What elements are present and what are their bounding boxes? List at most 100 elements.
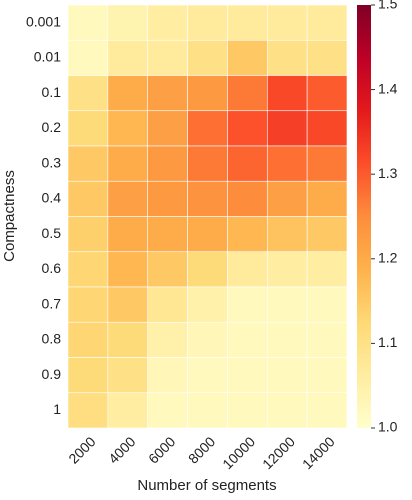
heatmap-cell bbox=[67, 321, 109, 358]
heatmap-cell bbox=[107, 75, 149, 112]
colorbar-tick-label: 1.5 bbox=[378, 0, 398, 12]
heatmap-cell bbox=[306, 39, 348, 76]
heatmap-cell bbox=[147, 321, 188, 358]
y-tick-label: 0.6 bbox=[42, 260, 62, 276]
heatmap-cell bbox=[67, 251, 109, 288]
heatmap-cell bbox=[187, 357, 228, 394]
heatmap-cell bbox=[187, 321, 228, 358]
heatmap-cell bbox=[227, 216, 268, 253]
heatmap-cell bbox=[187, 4, 228, 41]
heatmap-cell bbox=[227, 39, 268, 76]
colorbar-tick-label: 1.2 bbox=[378, 250, 398, 266]
y-axis-title: Compactness bbox=[1, 170, 18, 262]
heatmap-cell bbox=[107, 251, 149, 288]
x-tick-label: 8000 bbox=[185, 433, 218, 466]
colorbar-tick-label: 1.0 bbox=[378, 419, 398, 435]
x-tick-label: 12000 bbox=[259, 433, 298, 472]
heatmap-cell bbox=[227, 145, 268, 182]
x-axis-title: Number of segments bbox=[137, 477, 276, 494]
heatmap-cell bbox=[306, 216, 348, 253]
heatmap-cell bbox=[67, 216, 109, 253]
heatmap-cell bbox=[306, 180, 348, 217]
y-tick-label: 0.8 bbox=[42, 331, 62, 347]
heatmap-cell bbox=[266, 75, 308, 112]
y-tick-label: 0.3 bbox=[42, 154, 62, 170]
y-tick-label: 0.01 bbox=[34, 49, 61, 65]
heatmap-cell bbox=[67, 392, 109, 429]
heatmap-cell bbox=[67, 180, 109, 217]
heatmap-cell bbox=[147, 251, 188, 288]
heatmap-cell bbox=[266, 357, 308, 394]
heatmap-cell bbox=[306, 75, 348, 112]
colorbar-tick-label: 1.3 bbox=[378, 165, 398, 181]
heatmap-cell bbox=[107, 39, 149, 76]
heatmap-cell bbox=[266, 180, 308, 217]
y-tick-label: 0.001 bbox=[26, 13, 61, 29]
heatmap-cell bbox=[227, 251, 268, 288]
heatmap-cell bbox=[67, 110, 109, 147]
y-tick-label: 0.1 bbox=[42, 84, 62, 100]
x-tick-label: 2000 bbox=[65, 433, 98, 466]
heatmap-cell bbox=[187, 216, 228, 253]
heatmap-cell bbox=[227, 392, 268, 429]
heatmap-cell bbox=[107, 286, 149, 323]
heatmap-cell bbox=[266, 321, 308, 358]
heatmap-cell bbox=[266, 110, 308, 147]
heatmap-cell bbox=[187, 392, 228, 429]
heatmap-cell bbox=[227, 110, 268, 147]
heatmap-cell bbox=[107, 4, 149, 41]
heatmap-cell bbox=[107, 145, 149, 182]
heatmap-cell bbox=[187, 39, 228, 76]
heatmap-cell bbox=[147, 286, 188, 323]
heatmap-cell bbox=[67, 286, 109, 323]
heatmap-cell bbox=[266, 286, 308, 323]
heatmap-cell bbox=[147, 75, 188, 112]
heatmap-cell bbox=[306, 4, 348, 41]
heatmap-cell bbox=[107, 357, 149, 394]
heatmap-cell bbox=[187, 251, 228, 288]
heatmap-cell bbox=[227, 4, 268, 41]
heatmap-cell bbox=[306, 357, 348, 394]
heatmap-cell bbox=[187, 286, 228, 323]
heatmap-cell bbox=[266, 251, 308, 288]
heatmap-cell bbox=[147, 357, 188, 394]
heatmap-cell bbox=[266, 392, 308, 429]
heatmap-cell bbox=[227, 286, 268, 323]
heatmap-cell bbox=[147, 216, 188, 253]
heatmap-cell bbox=[187, 75, 228, 112]
heatmap-cell bbox=[306, 110, 348, 147]
heatmap-cell bbox=[107, 180, 149, 217]
y-tick-label: 0.9 bbox=[42, 366, 62, 382]
y-tick-label: 0.4 bbox=[42, 190, 62, 206]
heatmap-cell bbox=[67, 39, 109, 76]
y-tick-label: 1 bbox=[53, 401, 61, 417]
heatmap-cell bbox=[266, 145, 308, 182]
heatmap-cell bbox=[266, 216, 308, 253]
heatmap-cell bbox=[107, 216, 149, 253]
heatmap-cell bbox=[67, 145, 109, 182]
heatmap-cell bbox=[306, 321, 348, 358]
colorbar-tick-label: 1.4 bbox=[378, 80, 398, 96]
heatmap-cell bbox=[147, 145, 188, 182]
heatmap-cell bbox=[147, 39, 188, 76]
heatmap-cell bbox=[67, 357, 109, 394]
colorbar-tick-label: 1.1 bbox=[378, 334, 398, 350]
heatmap-cell bbox=[306, 145, 348, 182]
y-tick-label: 0.7 bbox=[42, 295, 62, 311]
heatmap-cell bbox=[227, 357, 268, 394]
heatmap-cell bbox=[147, 110, 188, 147]
heatmap-cell bbox=[306, 286, 348, 323]
heatmap-cell bbox=[306, 392, 348, 429]
heatmap-cell bbox=[227, 180, 268, 217]
heatmap-cell bbox=[187, 110, 228, 147]
x-tick-label: 10000 bbox=[219, 433, 258, 472]
heatmap-cell bbox=[67, 75, 109, 112]
x-tick-label: 14000 bbox=[299, 433, 338, 472]
heatmap-cell bbox=[306, 251, 348, 288]
y-tick-label: 0.5 bbox=[42, 225, 62, 241]
heatmap-cell bbox=[227, 321, 268, 358]
x-tick-label: 6000 bbox=[145, 433, 178, 466]
heatmap-cell bbox=[227, 75, 268, 112]
